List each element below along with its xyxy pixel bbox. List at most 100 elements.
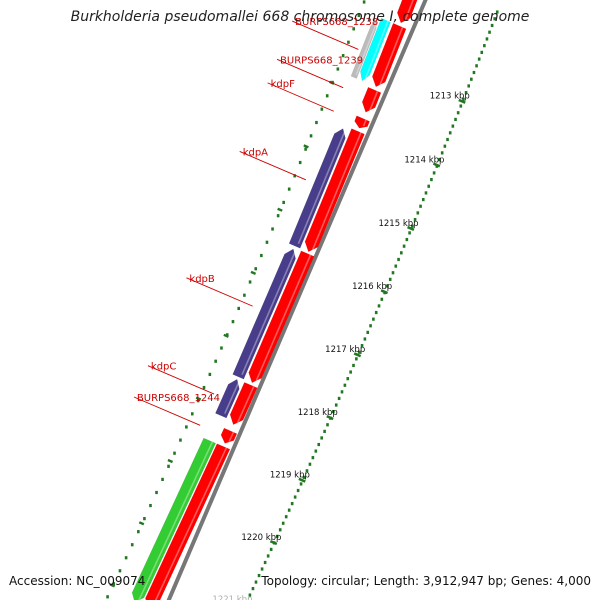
scale-ring-dot: [443, 144, 447, 148]
feature-shine: [311, 132, 362, 251]
feature-arrow-f_top: [397, 0, 418, 24]
label-leader: [276, 58, 344, 89]
label-leader: [239, 151, 307, 181]
scale-ring-dot: [416, 211, 420, 215]
feature-shine: [241, 249, 297, 376]
topology-value: circular: [321, 574, 366, 588]
inner-ring-dot: [225, 333, 229, 337]
feature-shine: [369, 90, 379, 111]
scale-ring-dot: [490, 23, 494, 28]
inner-ring-dot: [231, 320, 235, 324]
scale-ring-dot: [290, 502, 294, 506]
feature-shine: [236, 386, 255, 424]
inner-ring-dot: [118, 569, 122, 573]
scale-tick: [326, 415, 334, 421]
scale-tick-label: 1213 kbp: [430, 92, 470, 102]
feature-arrow-fkdpA: [304, 128, 365, 253]
scale-tick: [407, 225, 415, 232]
scale-ring-dot: [357, 350, 361, 354]
scale-ring-dot: [480, 50, 484, 54]
scale-ring-dot: [397, 257, 400, 262]
feature-label: BURPS668_1239: [280, 55, 363, 66]
feature-arrow-fkdpC: [229, 382, 258, 425]
scale-ring-dot: [475, 64, 478, 68]
scale-ring-dot: [317, 442, 321, 447]
scale-ring-dot: [427, 184, 431, 188]
scale-ring-dot: [299, 482, 303, 486]
scale-tick-label: 1219 kbp: [270, 471, 310, 481]
scale-ring-dot: [451, 124, 455, 128]
inner-ring-dot: [352, 27, 355, 31]
scale-ring-dot: [456, 111, 460, 115]
scale-tick-label: 1221 kbp: [212, 595, 252, 600]
scale-ring-dot: [411, 224, 414, 228]
scale-ring-dot: [346, 377, 350, 381]
length-label: Length:: [373, 574, 420, 588]
inner-tick: [109, 583, 116, 588]
scale-ring-dot: [260, 567, 264, 571]
inner-ring-dot: [220, 346, 223, 350]
feature-arrow-grey1238: [350, 19, 377, 79]
scale-tick: [380, 289, 389, 295]
scale-ring-dot: [488, 30, 491, 34]
inner-ring-dot: [309, 134, 313, 138]
inner-tick: [250, 270, 257, 275]
scale-ring-dot: [493, 17, 496, 21]
scale-ring-dot: [257, 573, 261, 578]
scale-ring-dot: [281, 521, 285, 525]
scale-ring-dot: [459, 104, 463, 108]
scale-ring-dot: [400, 251, 403, 255]
scale-ring-dot: [483, 44, 486, 48]
inner-tick: [138, 521, 145, 526]
scale-ring-dot: [332, 410, 335, 414]
label-leader: [147, 365, 215, 395]
scale-ring-dot: [248, 593, 252, 597]
inner-ring-dot: [202, 385, 206, 390]
scale-ring-dot: [470, 77, 473, 81]
scale-ring-dot: [495, 10, 499, 14]
feature-arrow-f1244: [220, 427, 238, 444]
inner-ring-dot: [185, 425, 188, 429]
scale-tick-label: 1214 kbp: [404, 155, 444, 165]
inner-ring-dot: [179, 438, 182, 442]
scale-ring-dot: [377, 304, 381, 308]
scale-ring-dot: [266, 554, 270, 558]
scale-ring-dot: [388, 277, 392, 281]
scale-tick-label: 1218 kbp: [298, 408, 338, 418]
inner-ring-dot: [248, 280, 252, 284]
inner-ring-dot: [293, 174, 296, 178]
feature-shine: [255, 254, 312, 382]
scale-ring-dot: [440, 151, 444, 155]
feature-label: kdpF: [271, 79, 295, 90]
scale-ring-dot: [413, 217, 417, 222]
scale-tick-label: 1220 kbp: [241, 533, 281, 543]
scale-ring-dot: [369, 324, 372, 328]
scale-ring-dot: [448, 131, 452, 135]
feature-arrow-f1239: [361, 86, 382, 113]
scale-ring-dot: [432, 171, 436, 175]
scale-ring-dot: [430, 177, 433, 182]
scale-ring-dot: [477, 57, 481, 61]
accession-value: NC_009074: [76, 574, 146, 588]
inner-ring-dot: [298, 160, 302, 165]
scale-ring-dot: [311, 456, 315, 460]
inner-ring-dot: [357, 13, 361, 18]
inner-ring-dot: [315, 120, 318, 125]
feature-arrow-rkdpB: [232, 248, 296, 380]
map-title: Burkholderia pseudomallei 668 chromosome…: [70, 9, 530, 25]
inner-ring-dot: [137, 530, 140, 534]
inner-ring-dot: [287, 187, 291, 191]
feature-shine: [297, 129, 347, 245]
scale-ring-dot: [408, 231, 411, 235]
scale-ring-dot: [446, 137, 449, 142]
feature-shine: [404, 0, 414, 22]
scale-ring-dot: [363, 337, 367, 341]
scale-ring-dot: [251, 586, 255, 591]
scale-ring-dot: [421, 197, 425, 202]
inner-ring-dot: [237, 306, 240, 311]
feature-arrow-fkdpF: [354, 115, 370, 129]
inner-ring-dot: [173, 451, 176, 455]
inner-ring-dot: [347, 40, 350, 44]
